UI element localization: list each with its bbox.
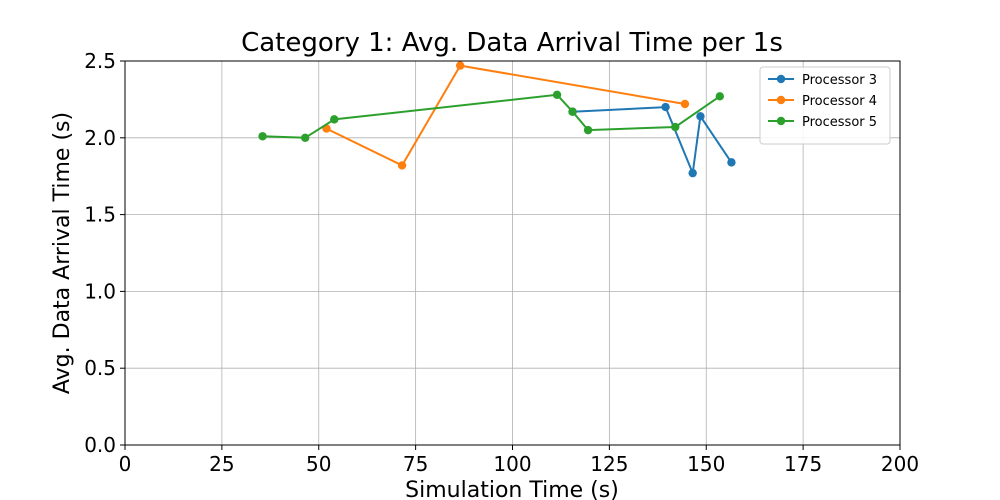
- y-axis-label: Avg. Data Arrival Time (s): [50, 112, 75, 394]
- y-tick-label: 2.5: [84, 49, 116, 73]
- data-point: [696, 112, 705, 121]
- data-point: [680, 99, 690, 109]
- y-tick-label: 2.0: [84, 126, 116, 150]
- data-point: [300, 133, 310, 142]
- data-point: [661, 102, 670, 112]
- x-tick-label: 100: [493, 452, 531, 476]
- series-line: [262, 93, 721, 139]
- legend-label: Processor 3: [802, 73, 877, 88]
- series-layer: [258, 61, 736, 178]
- x-tick-label: 200: [881, 452, 919, 476]
- legend-swatch-marker: [776, 74, 786, 84]
- x-axis-label: Simulation Time (s): [405, 478, 619, 500]
- data-point: [397, 161, 407, 170]
- data-point: [330, 115, 339, 124]
- legend-box: [759, 66, 891, 145]
- data-point: [455, 61, 465, 70]
- legend-label: Processor 4: [802, 94, 877, 109]
- series-processor-5: [258, 90, 725, 142]
- x-tick-label: 150: [687, 452, 725, 476]
- data-point: [715, 92, 725, 101]
- series-line: [326, 64, 686, 167]
- legend-swatch-marker: [776, 95, 786, 105]
- x-tick-label: 25: [209, 452, 234, 476]
- data-point: [258, 132, 267, 141]
- data-point: [583, 125, 593, 135]
- chart-title: Category 1: Avg. Data Arrival Time per 1…: [241, 28, 783, 58]
- data-point: [671, 122, 680, 132]
- legend-label: Processor 5: [802, 115, 877, 130]
- axis-ticks: 0 25 50 75 100 125 150 175 200 0.0 0.5 1.0 1.5 2.0 2.5: [84, 49, 919, 476]
- legend-swatch-marker: [776, 116, 786, 126]
- x-tick-label: 175: [784, 452, 822, 476]
- data-point: [688, 168, 697, 178]
- data-point: [727, 158, 736, 167]
- x-tick-label: 50: [306, 452, 331, 476]
- y-tick-label: 1.5: [84, 203, 116, 227]
- x-tick-label: 0: [119, 452, 132, 476]
- x-tick-label: 75: [403, 452, 428, 476]
- y-tick-label: 1.0: [84, 279, 116, 303]
- legend: Processor 3 Processor 4 Processor 5: [759, 66, 891, 145]
- data-point: [568, 107, 577, 116]
- x-tick-label: 125: [590, 452, 628, 476]
- y-tick-label: 0.0: [84, 433, 116, 457]
- y-tick-label: 0.5: [84, 356, 116, 380]
- data-point: [552, 90, 562, 99]
